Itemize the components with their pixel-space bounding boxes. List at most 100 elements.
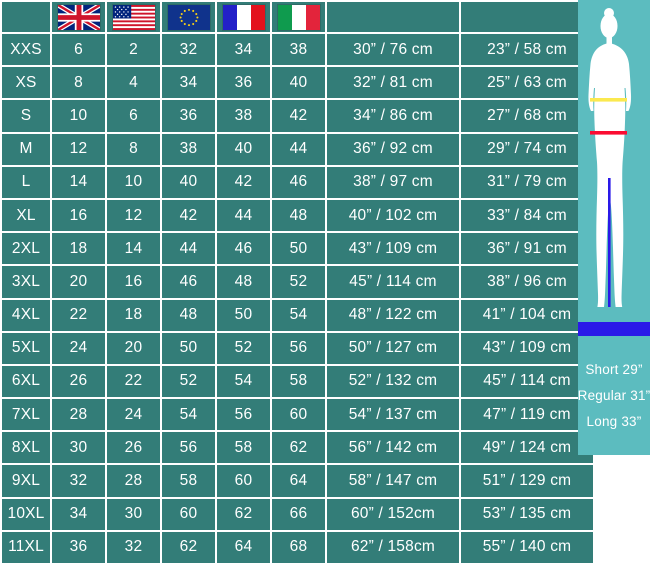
cell-fr: 40: [217, 133, 270, 165]
cell-fr: 44: [217, 199, 270, 232]
legend-item-long: Long 33”: [586, 414, 642, 429]
cell-fr: 60: [217, 465, 270, 497]
cell-it: 38: [272, 34, 325, 66]
cell-fr: 64: [217, 531, 270, 563]
cell-it: 46: [272, 166, 325, 198]
cell-us: 12: [107, 199, 160, 232]
cell-bust: 40” / 102 cm: [327, 199, 459, 232]
cell-bust: 48” / 122 cm: [327, 299, 459, 331]
cell-eu: 54: [162, 399, 215, 431]
cell-bust: 43” / 109 cm: [327, 233, 459, 265]
row-size-label: 6XL: [2, 365, 50, 398]
cell-eu: 60: [162, 498, 215, 530]
cell-us: 8: [107, 133, 160, 165]
cell-uk: 8: [52, 67, 105, 99]
cell-it: 42: [272, 100, 325, 132]
row-size-label: XS: [2, 67, 50, 99]
row-size-label: 5XL: [2, 332, 50, 364]
cell-waist: 51” / 129 cm: [461, 465, 593, 497]
table-row: 3XL 20 16 46 48 52 45” / 114 cm 38” / 96 cm: [2, 266, 593, 298]
cell-fr: 62: [217, 498, 270, 530]
cell-bust: 45” / 114 cm: [327, 266, 459, 298]
blank-header-cell: [2, 2, 50, 32]
row-size-label: 9XL: [2, 465, 50, 497]
cell-it: 44: [272, 133, 325, 165]
cell-eu: 36: [162, 100, 215, 132]
size-conversion-table: XXS 6 2 32 34 38 30” / 76 cm 23” / 58 cm XS 8 4 34 3…: [2, 2, 593, 563]
table-row: S 10 6 36 38 42 34” / 86 cm 27” / 68 cm: [2, 100, 593, 132]
table-row: 6XL 26 22 52 54 58 52” / 132 cm 45” / 114 cm: [2, 365, 593, 398]
cell-bust: 60” / 152cm: [327, 498, 459, 530]
column-header-fr: [217, 2, 270, 32]
cell-it: 56: [272, 332, 325, 364]
cell-eu: 32: [162, 34, 215, 66]
column-header-uk: [52, 2, 105, 32]
cell-waist: 47” / 119 cm: [461, 399, 593, 431]
row-size-label: S: [2, 100, 50, 132]
bust-measure-line: [590, 98, 627, 102]
cell-fr: 54: [217, 365, 270, 398]
row-size-label: 3XL: [2, 266, 50, 298]
table-header-row: [2, 2, 593, 32]
cell-uk: 20: [52, 266, 105, 298]
cell-waist: 43” / 109 cm: [461, 332, 593, 364]
cell-eu: 62: [162, 531, 215, 563]
cell-us: 6: [107, 100, 160, 132]
cell-eu: 34: [162, 67, 215, 99]
table-row: 8XL 30 26 56 58 62 56” / 142 cm 49” / 124 cm: [2, 432, 593, 464]
column-header-bust-bar: [327, 2, 459, 32]
cell-uk: 34: [52, 498, 105, 530]
column-header-it: [272, 2, 325, 32]
inseam-bar-blue: [578, 322, 650, 336]
cell-waist: 23” / 58 cm: [461, 34, 593, 66]
table-row: XL 16 12 42 44 48 40” / 102 cm 33” / 84 cm: [2, 199, 593, 232]
cell-it: 68: [272, 531, 325, 563]
cell-eu: 56: [162, 432, 215, 464]
cell-eu: 38: [162, 133, 215, 165]
cell-uk: 6: [52, 34, 105, 66]
cell-bust: 56” / 142 cm: [327, 432, 459, 464]
cell-eu: 42: [162, 199, 215, 232]
row-size-label: M: [2, 133, 50, 165]
cell-eu: 58: [162, 465, 215, 497]
cell-fr: 34: [217, 34, 270, 66]
cell-it: 60: [272, 399, 325, 431]
cell-waist: 41” / 104 cm: [461, 299, 593, 331]
cell-it: 66: [272, 498, 325, 530]
cell-uk: 14: [52, 166, 105, 198]
cell-us: 4: [107, 67, 160, 99]
cell-bust: 34” / 86 cm: [327, 100, 459, 132]
cell-us: 14: [107, 233, 160, 265]
cell-it: 50: [272, 233, 325, 265]
column-header-waist-bar: [461, 2, 593, 32]
cell-fr: 58: [217, 432, 270, 464]
cell-fr: 46: [217, 233, 270, 265]
cell-bust: 62” / 158cm: [327, 531, 459, 563]
cell-uk: 10: [52, 100, 105, 132]
table-row: 9XL 32 28 58 60 64 58” / 147 cm 51” / 129 cm: [2, 465, 593, 497]
cell-bust: 36” / 92 cm: [327, 133, 459, 165]
cell-us: 22: [107, 365, 160, 398]
cell-uk: 22: [52, 299, 105, 331]
flag-italy-icon: [276, 3, 321, 31]
cell-waist: 29” / 74 cm: [461, 133, 593, 165]
cell-it: 62: [272, 432, 325, 464]
cell-waist: 25” / 63 cm: [461, 67, 593, 99]
flag-us-icon: [111, 3, 156, 31]
cell-it: 48: [272, 199, 325, 232]
cell-eu: 44: [162, 233, 215, 265]
cell-uk: 12: [52, 133, 105, 165]
cell-waist: 38” / 96 cm: [461, 266, 593, 298]
inseam-legend: Short 29” Regular 31” Long 33”: [578, 336, 650, 455]
row-size-label: 10XL: [2, 498, 50, 530]
cell-fr: 36: [217, 67, 270, 99]
cell-it: 58: [272, 365, 325, 398]
cell-us: 18: [107, 299, 160, 331]
cell-bust: 58” / 147 cm: [327, 465, 459, 497]
cell-eu: 48: [162, 299, 215, 331]
cell-eu: 46: [162, 266, 215, 298]
legend-item-regular: Regular 31”: [578, 388, 650, 403]
column-header-eu: [162, 2, 215, 32]
table-row: M 12 8 38 40 44 36” / 92 cm 29” / 74 cm: [2, 133, 593, 165]
